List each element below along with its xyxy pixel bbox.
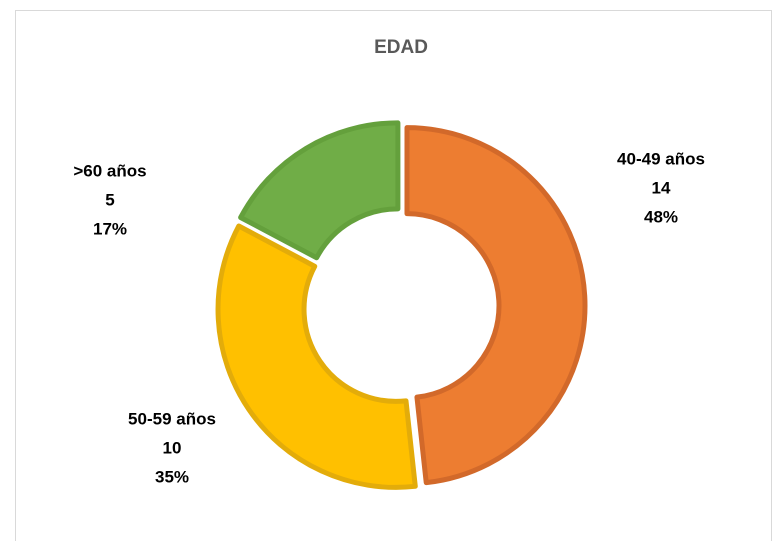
slice-percent-label: 35% [155, 467, 189, 486]
donut-slice [238, 120, 401, 261]
slice-value-label: 14 [652, 178, 671, 197]
chart-title: EDAD [374, 37, 428, 58]
slice-category-label: 50-59 años [128, 409, 216, 428]
donut-slice [215, 223, 418, 490]
slice-category-label: >60 años [73, 161, 146, 180]
donut-slice [404, 125, 588, 486]
slice-value-label: 5 [105, 190, 114, 209]
slice-percent-label: 48% [644, 207, 678, 226]
slice-category-label: 40-49 años [617, 149, 705, 168]
slice-percent-label: 17% [93, 219, 127, 238]
slice-value-label: 10 [163, 438, 182, 457]
